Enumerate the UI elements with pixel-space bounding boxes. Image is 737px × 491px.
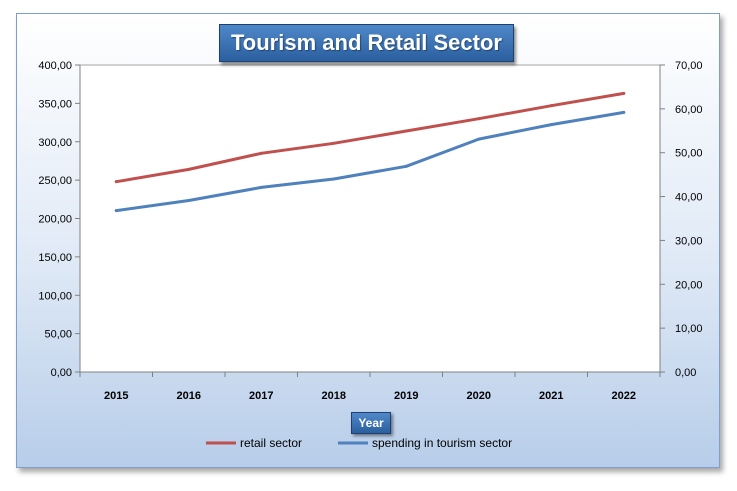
x-tick-label: 2020	[467, 390, 491, 402]
left-tick-label: 400,00	[38, 60, 72, 72]
left-tick-label: 200,00	[38, 214, 72, 226]
series-layer	[114, 91, 626, 213]
right-tick-label: 20,00	[675, 279, 703, 291]
left-tick-label: 300,00	[38, 137, 72, 149]
left-tick-label: 150,00	[38, 252, 72, 264]
left-tick-label: 350,00	[38, 98, 72, 110]
x-tick-label: 2016	[177, 390, 201, 402]
series-line-retail-sector	[114, 91, 626, 184]
right-tick-label: 40,00	[675, 192, 703, 204]
data-point-spending-in-tourism-sector	[332, 177, 336, 181]
data-point-retail-sector	[477, 117, 481, 121]
left-y-axis: 0,00 50,00 100,00 150,00 200,00 250,00 300,00 3…	[38, 60, 81, 379]
x-tick-label: 2022	[612, 390, 636, 402]
x-tick-label: 2021	[539, 390, 563, 402]
left-tick-label: 100,00	[38, 290, 72, 302]
data-point-retail-sector	[549, 104, 553, 108]
data-point-retail-sector	[114, 180, 118, 184]
data-point-retail-sector	[332, 141, 336, 145]
left-tick-label: 250,00	[38, 175, 72, 187]
legend-label: retail sector	[240, 436, 302, 450]
left-tick-label: 0,00	[51, 367, 72, 379]
legend-label: spending in tourism sector	[372, 436, 512, 450]
data-point-retail-sector	[259, 151, 263, 155]
right-tick-label: 50,00	[675, 148, 703, 160]
x-tick-label: 2015	[104, 390, 128, 402]
data-point-spending-in-tourism-sector	[187, 199, 191, 203]
data-point-retail-sector	[404, 129, 408, 133]
data-point-spending-in-tourism-sector	[404, 164, 408, 168]
x-tick-label: 2017	[249, 390, 273, 402]
data-point-spending-in-tourism-sector	[549, 123, 553, 127]
data-point-retail-sector	[187, 167, 191, 171]
x-tick-label: 2019	[394, 390, 418, 402]
plot-area	[79, 64, 661, 373]
chart-title: Tourism and Retail Sector	[219, 24, 514, 62]
right-tick-label: 0,00	[675, 367, 696, 379]
data-point-spending-in-tourism-sector	[622, 110, 626, 114]
right-tick-label: 60,00	[675, 104, 703, 116]
x-axis: 2015 2016 2017 2018 2019 2020 2021 2022	[79, 371, 661, 402]
right-tick-label: 10,00	[675, 323, 703, 335]
right-y-axis: 0,00 10,00 20,00 30,00 40,00 50,00 60,00 70,00	[659, 60, 703, 379]
left-tick-label: 50,00	[44, 329, 72, 341]
right-tick-label: 30,00	[675, 235, 703, 247]
legend: retail sector spending in tourism sector	[206, 436, 512, 450]
series-line-spending-in-tourism-sector	[114, 110, 626, 213]
data-point-spending-in-tourism-sector	[259, 185, 263, 189]
data-point-retail-sector	[622, 91, 626, 95]
data-point-spending-in-tourism-sector	[477, 137, 481, 141]
data-point-spending-in-tourism-sector	[114, 209, 118, 213]
x-tick-label: 2018	[322, 390, 346, 402]
x-axis-label: Year	[351, 412, 391, 434]
right-tick-label: 70,00	[675, 60, 703, 72]
